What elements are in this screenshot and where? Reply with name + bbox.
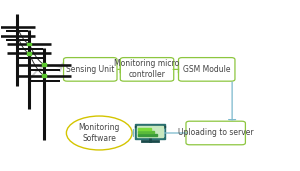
FancyBboxPatch shape: [120, 58, 174, 81]
Text: Uploading to server: Uploading to server: [178, 128, 253, 137]
Bar: [135, 124, 165, 139]
Bar: [138, 128, 151, 130]
FancyBboxPatch shape: [178, 58, 235, 81]
Text: GSM Module: GSM Module: [183, 65, 230, 74]
FancyBboxPatch shape: [64, 58, 117, 81]
Text: Monitoring micro
controller: Monitoring micro controller: [114, 59, 180, 80]
Bar: [138, 131, 154, 133]
Bar: [27, 52, 31, 55]
Bar: [27, 43, 31, 45]
FancyBboxPatch shape: [186, 121, 245, 145]
Bar: [135, 126, 165, 127]
Bar: [138, 134, 158, 136]
Text: Monitoring
Software: Monitoring Software: [79, 123, 120, 143]
Bar: [42, 74, 46, 77]
Ellipse shape: [66, 116, 132, 150]
Text: Sensing Unit: Sensing Unit: [66, 65, 115, 74]
Bar: [137, 126, 163, 137]
Bar: [42, 63, 46, 66]
